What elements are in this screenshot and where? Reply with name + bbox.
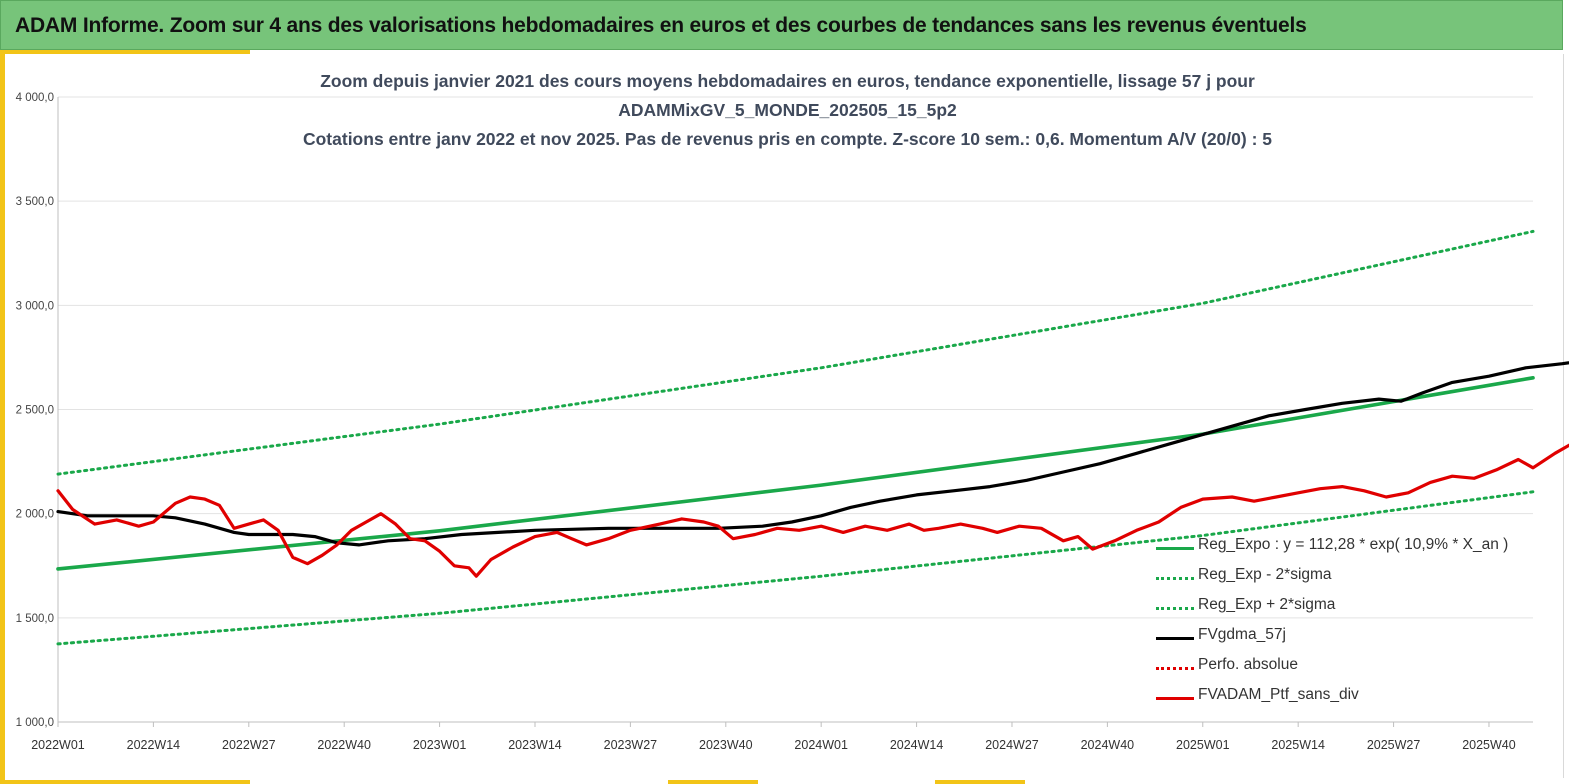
x-tick-label: 2023W01 <box>413 738 467 752</box>
x-tick-label: 2023W14 <box>508 738 562 752</box>
x-tick-label: 2022W40 <box>317 738 371 752</box>
legend-swatch <box>1156 667 1194 670</box>
legend-label: FVADAM_Ptf_sans_div <box>1198 686 1359 703</box>
legend-swatch <box>1156 637 1194 640</box>
x-tick-label: 2024W27 <box>985 738 1039 752</box>
y-tick-label: 3 000,0 <box>16 300 54 312</box>
accent-bar-top <box>0 50 250 54</box>
series-line <box>56 443 1569 578</box>
x-tick-label: 2025W01 <box>1176 738 1230 752</box>
accent-bar-bottom <box>0 780 250 784</box>
series-line <box>56 376 1535 571</box>
y-tick-label: 1 500,0 <box>16 613 54 625</box>
legend-label: Reg_Exp + 2*sigma <box>1198 596 1336 613</box>
x-tick-label: 2023W40 <box>699 738 753 752</box>
x-tick-label: 2025W40 <box>1462 738 1516 752</box>
accent-bar-bottom-2 <box>668 780 758 784</box>
x-tick-label: 2024W01 <box>794 738 848 752</box>
legend-swatch <box>1156 577 1194 580</box>
chart-title-line-3: Cotations entre janv 2022 et nov 2025. P… <box>302 129 1272 149</box>
y-tick-label: 1 000,0 <box>16 717 54 729</box>
accent-bar-bottom-3 <box>935 780 1025 784</box>
chart-title-line-2: ADAMMixGV_5_MONDE_202505_15_5p2 <box>618 100 957 120</box>
series-line <box>56 229 1535 476</box>
series-line <box>56 361 1569 547</box>
y-tick-label: 2 000,0 <box>16 509 54 521</box>
page-title: ADAM Informe. Zoom sur 4 ans des valoris… <box>15 14 1307 37</box>
legend-swatch <box>1156 607 1194 610</box>
x-tick-label: 2022W27 <box>222 738 276 752</box>
x-tick-label: 2022W14 <box>127 738 181 752</box>
series-line <box>56 490 1535 646</box>
x-tick-label: 2024W40 <box>1081 738 1135 752</box>
legend-label: Perfo. absolue <box>1198 656 1298 673</box>
accent-bar-left <box>0 50 5 784</box>
x-tick-label: 2023W27 <box>604 738 658 752</box>
legend-swatch <box>1156 697 1194 700</box>
legend-label: FVgdma_57j <box>1198 626 1286 643</box>
header-banner: ADAM Informe. Zoom sur 4 ans des valoris… <box>0 0 1563 50</box>
y-tick-label: 4 000,0 <box>16 92 54 104</box>
x-tick-label: 2024W14 <box>890 738 944 752</box>
y-tick-label: 2 500,0 <box>16 405 54 417</box>
legend-label: Reg_Expo : y = 112,28 * exp( 10,9% * X_a… <box>1198 536 1509 553</box>
x-tick-label: 2025W14 <box>1271 738 1325 752</box>
legend-label: Reg_Exp - 2*sigma <box>1198 566 1332 583</box>
chart-area <box>5 54 1564 778</box>
x-tick-label: 2025W27 <box>1367 738 1421 752</box>
y-tick-label: 3 500,0 <box>16 196 54 208</box>
x-tick-label: 2022W01 <box>31 738 85 752</box>
chart-title-line-1: Zoom depuis janvier 2021 des cours moyen… <box>320 71 1255 91</box>
legend-swatch <box>1156 547 1194 550</box>
